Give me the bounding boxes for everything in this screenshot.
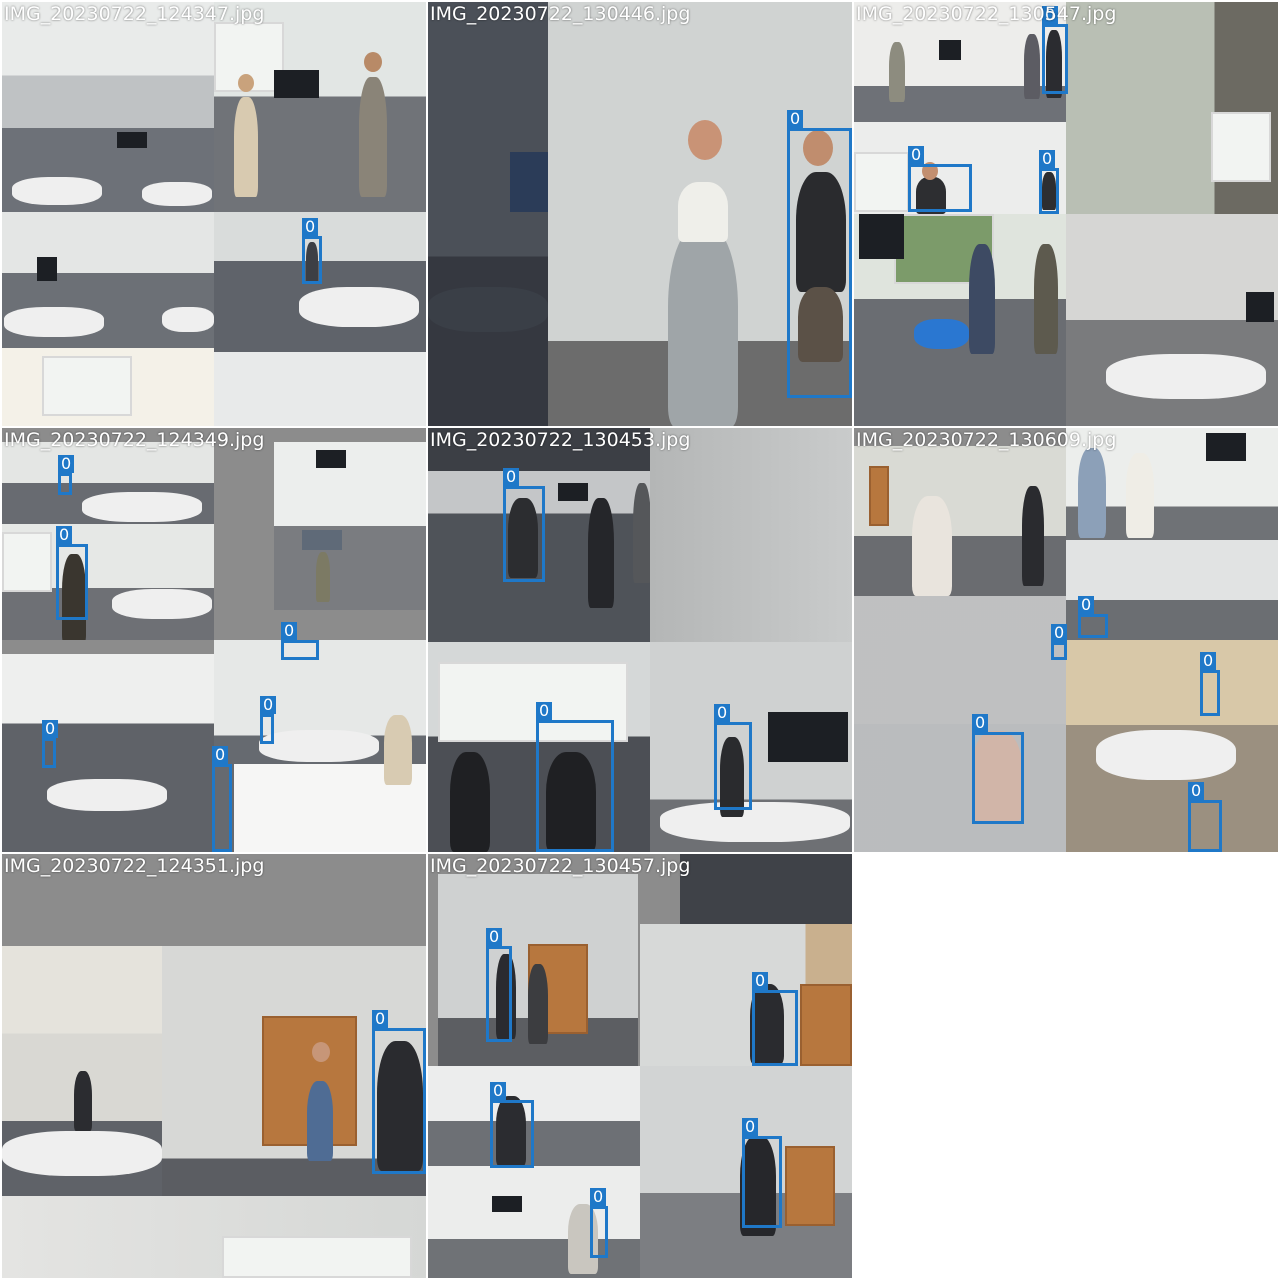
detection-box: 0 [590,1206,608,1258]
office-photo [854,596,1066,852]
class-label: 0 [1200,652,1216,670]
class-label: 0 [752,972,768,990]
detection-box: 0 [486,946,512,1042]
detection-box: 0 [490,1100,534,1168]
class-label: 0 [1039,150,1055,168]
class-label: 0 [490,1082,506,1100]
class-label: 0 [260,696,276,714]
detection-box: 0 [1051,642,1067,660]
detection-box: 0 [281,640,319,660]
image-filename: IMG_20230722_124351.jpg [4,854,264,878]
class-label: 0 [281,622,297,640]
detection-box: 0 [372,1028,426,1174]
office-photo [1066,214,1278,426]
class-label: 0 [714,704,730,722]
mosaic-tile: 0 0 0 IMG_20230722_130547.jpg [854,2,1278,426]
detection-box: 0 [212,764,232,852]
office-photo [214,2,426,212]
detection-box: 0 [714,722,752,810]
office-photo [274,442,426,610]
class-label: 0 [212,746,228,764]
detection-box: 0 [58,473,72,495]
office-photo [650,428,852,642]
mosaic-tile: 0 IMG_20230722_124347.jpg [2,2,426,426]
office-photo [428,1066,640,1166]
office-photo [2,946,162,1196]
office-photo [438,874,638,1066]
office-photo [2,2,214,212]
office-photo [428,1166,640,1278]
office-photo [640,924,852,1066]
detection-box: 0 [1078,614,1108,638]
office-photo [2,524,214,640]
class-label: 0 [302,218,318,236]
office-photo [1066,2,1278,214]
detection-box: 0 [503,486,545,582]
detection-box: 0 [260,714,274,744]
class-label: 0 [536,702,552,720]
mosaic-tile: 0 0 0 0 0 IMG_20230722_130609.jpg [854,428,1278,852]
detection-box: 0 [1042,24,1068,94]
class-label: 0 [1078,596,1094,614]
detection-box: 0 [302,236,322,284]
image-filename: IMG_20230722_124347.jpg [4,2,264,26]
class-label: 0 [972,714,988,732]
office-photo [2,212,214,348]
image-filename: IMG_20230722_130457.jpg [430,854,690,878]
office-photo [2,348,214,426]
image-filename: IMG_20230722_130609.jpg [856,428,1116,452]
class-label: 0 [486,928,502,946]
class-label: 0 [58,455,74,473]
class-label: 0 [590,1188,606,1206]
detection-box: 0 [972,732,1024,824]
mosaic-tile: 0 0 0 IMG_20230722_130453.jpg [428,428,852,852]
detection-box: 0 [1039,168,1059,214]
office-photo [854,214,1066,426]
mosaic-tile: 0 IMG_20230722_130446.jpg [428,2,852,426]
detection-box: 0 [752,990,798,1066]
detection-box: 0 [1188,800,1222,852]
class-label: 0 [742,1118,758,1136]
detection-box: 0 [742,1136,782,1228]
class-label: 0 [42,720,58,738]
office-photo [854,446,1066,596]
image-filename: IMG_20230722_124349.jpg [4,428,264,452]
office-photo [428,2,548,426]
detection-box: 0 [56,544,88,620]
mosaic-tile: 0 0 0 0 0 IMG_20230722_130457.jpg [428,854,852,1278]
class-label: 0 [372,1010,388,1028]
office-photo [2,1196,426,1278]
mosaic-tile: 0 IMG_20230722_124351.jpg [2,854,426,1278]
image-filename: IMG_20230722_130547.jpg [856,2,1116,26]
detection-box: 0 [42,738,56,768]
detection-box: 0 [908,164,972,212]
detection-box: 0 [1200,670,1220,716]
detection-box: 0 [787,128,852,398]
class-label: 0 [56,526,72,544]
image-filename: IMG_20230722_130446.jpg [430,2,690,26]
image-filename: IMG_20230722_130453.jpg [430,428,690,452]
class-label: 0 [908,146,924,164]
class-label: 0 [1188,782,1204,800]
office-photo [214,352,426,426]
office-photo [214,640,426,852]
mosaic-tile: 0 0 0 0 0 0 IMG_20230722_124349.jpg [2,428,426,852]
class-label: 0 [787,110,803,128]
office-photo [680,854,852,924]
office-photo [1066,640,1278,852]
detection-box: 0 [536,720,614,852]
class-label: 0 [503,468,519,486]
class-label: 0 [1051,624,1067,642]
office-photo [2,442,214,524]
office-photo [2,654,214,852]
